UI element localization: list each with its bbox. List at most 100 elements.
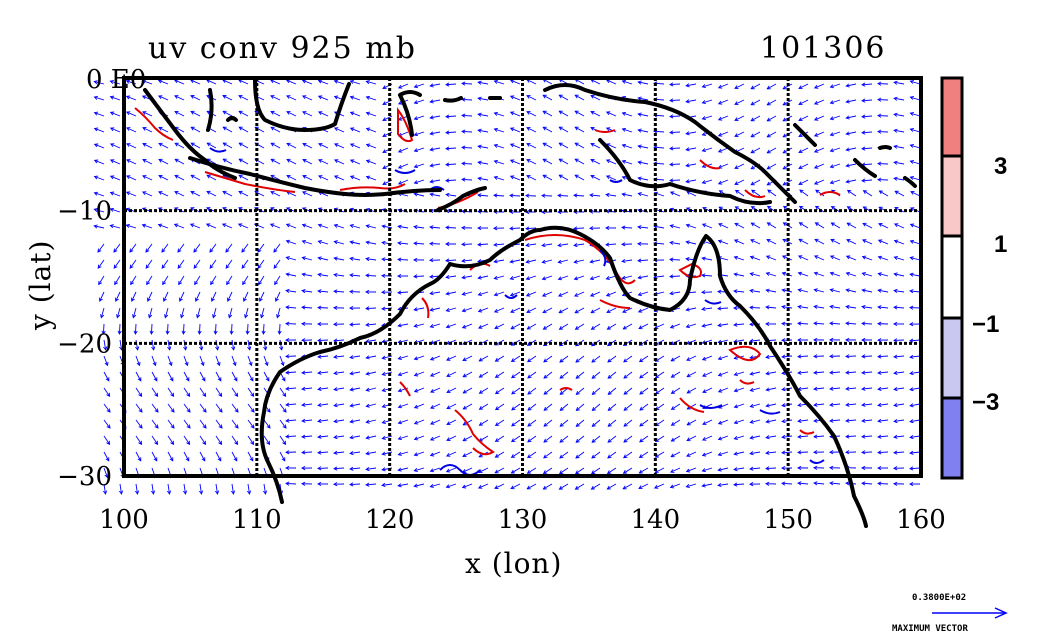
wind-vector-head xyxy=(701,356,707,361)
wind-vector-head xyxy=(163,297,167,302)
wind-vector-head xyxy=(829,180,835,185)
x-tick-label: 150 xyxy=(763,505,813,535)
wind-vector xyxy=(222,95,233,101)
wind-vector xyxy=(126,224,137,229)
wind-vector xyxy=(590,95,601,101)
wind-vector xyxy=(302,159,313,165)
wind-vector-head xyxy=(782,101,787,106)
wind-vector xyxy=(750,419,761,423)
wind-vector-head xyxy=(429,179,434,184)
wind-vector xyxy=(543,467,553,474)
wind-vector-head xyxy=(125,191,131,196)
wind-vector xyxy=(574,259,585,263)
wind-vector xyxy=(623,403,633,411)
wind-vector-head xyxy=(218,424,223,429)
wind-vector-head xyxy=(733,272,738,277)
wind-vector xyxy=(861,115,873,118)
wind-vector xyxy=(334,143,345,149)
wind-vector xyxy=(877,451,889,454)
wind-vector-head xyxy=(365,387,370,392)
wind-vector-head xyxy=(877,434,882,439)
wind-vector-head xyxy=(623,358,628,363)
wind-vector xyxy=(798,179,809,185)
wind-vector-head xyxy=(574,326,580,330)
wind-vector-head xyxy=(285,450,290,455)
wind-vector xyxy=(510,79,521,85)
wind-vector-head xyxy=(446,389,451,394)
wind-vector xyxy=(162,275,169,285)
wind-vector xyxy=(225,259,233,269)
wind-vector xyxy=(241,259,249,269)
wind-vector-head xyxy=(717,116,723,121)
wind-vector-head xyxy=(154,424,159,429)
wind-vector xyxy=(527,371,537,379)
wind-vector-head xyxy=(225,248,230,253)
wind-vector-head xyxy=(670,453,675,458)
wind-vector-head xyxy=(893,387,898,392)
wind-vector xyxy=(430,387,441,393)
wind-vector xyxy=(167,403,175,413)
wind-vector-head xyxy=(733,305,738,311)
wind-vector-head xyxy=(750,222,755,227)
wind-vector-head xyxy=(637,292,642,297)
wind-vector-head xyxy=(909,322,914,327)
wind-vector xyxy=(814,131,825,137)
wind-vector xyxy=(446,467,457,473)
wind-vector-head xyxy=(333,223,338,228)
wind-vector-head xyxy=(413,274,418,279)
wind-vector-head xyxy=(637,275,642,280)
wind-vector xyxy=(114,275,121,285)
map-gridlines xyxy=(124,78,921,476)
wind-vector xyxy=(655,435,665,442)
wind-vector-head xyxy=(349,159,355,164)
wind-vector-head xyxy=(909,256,914,261)
wind-vector-head xyxy=(333,354,338,359)
wind-vector xyxy=(894,371,905,374)
wind-vector xyxy=(576,387,585,395)
wind-vector-head xyxy=(238,94,243,99)
wind-vector-head xyxy=(511,390,516,395)
wind-vector xyxy=(382,451,393,455)
wind-vector-head xyxy=(365,273,370,278)
wind-vector-head xyxy=(382,149,387,154)
wind-vector-head xyxy=(511,406,516,411)
wind-vector-head xyxy=(154,440,159,446)
wind-vector-head xyxy=(766,133,771,138)
wind-vector xyxy=(846,131,857,135)
wind-vector xyxy=(113,243,121,253)
wind-vector-head xyxy=(397,356,402,360)
wind-vector xyxy=(142,127,153,133)
wind-vector xyxy=(910,240,921,245)
wind-vector-head xyxy=(781,387,786,392)
wind-vector-head xyxy=(845,288,850,293)
wind-vector-head xyxy=(639,406,644,411)
wind-vector xyxy=(164,307,169,318)
wind-vector-head xyxy=(669,146,674,151)
wind-vector-head xyxy=(238,158,243,163)
wind-vector-head xyxy=(244,314,249,319)
wind-vector-head xyxy=(365,127,371,132)
wind-vector-head xyxy=(301,450,306,455)
wind-vector xyxy=(654,225,665,229)
wind-vector xyxy=(814,147,825,153)
wind-vector-head xyxy=(542,158,547,163)
wind-vector xyxy=(622,128,633,133)
wind-vector-head xyxy=(429,83,434,88)
wind-vector-head xyxy=(109,159,115,164)
wind-vector xyxy=(814,115,825,121)
wind-vector-head xyxy=(526,175,531,179)
wind-vector-head xyxy=(670,406,676,410)
wind-vector-head xyxy=(861,272,866,276)
wind-vector-head xyxy=(575,407,580,412)
colorbar-seg-1 xyxy=(942,78,962,156)
wind-vector xyxy=(670,483,681,488)
wind-vector xyxy=(209,259,217,269)
wind-vector-head xyxy=(186,440,191,446)
wind-vector-head xyxy=(132,314,137,319)
wind-vector xyxy=(318,111,329,117)
wind-vector-head xyxy=(126,159,131,163)
wind-vector-head xyxy=(830,238,835,243)
wind-vector-head xyxy=(861,450,866,455)
wind-vector xyxy=(814,163,825,169)
wind-vector-head xyxy=(765,387,770,392)
